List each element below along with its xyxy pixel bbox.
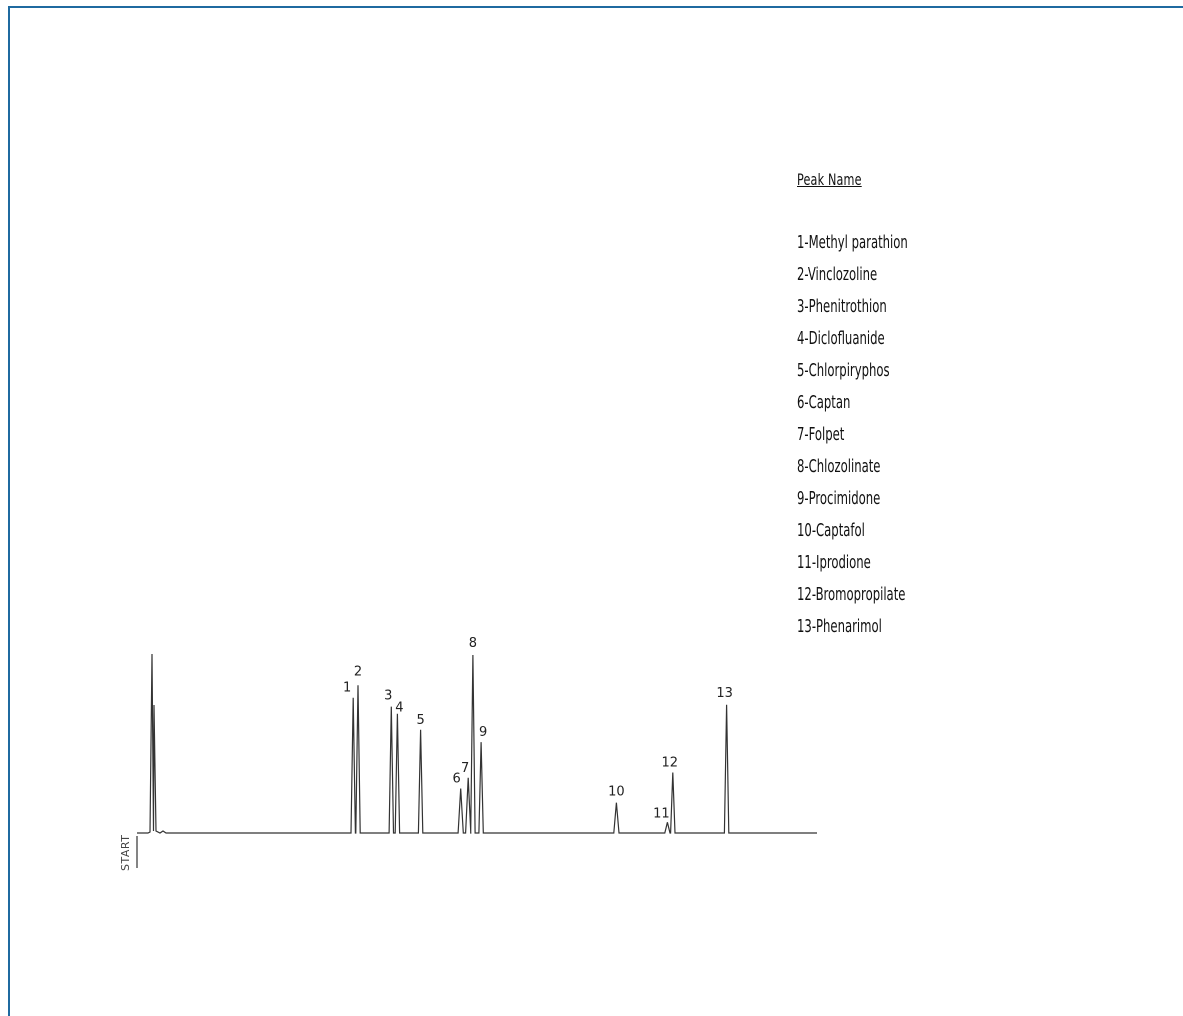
peak-label-12: 12 (662, 756, 679, 771)
legend-item: 10-Captafol (797, 521, 865, 541)
peak-label-4: 4 (395, 701, 403, 716)
peak-label-3: 3 (384, 689, 392, 704)
peak-label-2: 2 (354, 664, 362, 679)
legend-item: 12-Bromopropilate (797, 585, 906, 605)
legend-item: 2-Vinclozoline (797, 265, 878, 285)
legend-item: 6-Captan (797, 393, 851, 413)
legend-item: 1-Methyl parathion (797, 233, 908, 253)
peak-label-8: 8 (469, 636, 477, 651)
legend-item: 8-Chlozolinate (797, 457, 881, 477)
legend-item: 13-Phenarimol (797, 617, 882, 637)
start-label: START (119, 835, 132, 871)
legend-item: 4-Diclofluanide (797, 329, 885, 349)
legend-item: 3-Phenitrothion (797, 297, 887, 317)
legend-item: 11-Iprodione (797, 553, 871, 573)
figure-frame (8, 6, 1183, 1016)
legend-list: 1-Methyl parathion 2-Vinclozoline 3-Phen… (797, 227, 947, 643)
chromatogram-trace (137, 653, 817, 834)
peak-label-9: 9 (479, 725, 487, 740)
legend-item: 9-Procimidone (797, 489, 881, 509)
peak-label-6: 6 (453, 772, 461, 787)
legend-title: Peak Name (797, 170, 862, 189)
peak-label-1: 1 (343, 681, 351, 696)
peak-label-7: 7 (461, 761, 469, 776)
peak-label-11: 11 (653, 806, 670, 821)
peak-label-10: 10 (608, 785, 625, 800)
legend-item: 7-Folpet (797, 425, 845, 445)
peak-legend: Peak Name 1-Methyl parathion 2-Vinclozol… (797, 170, 947, 643)
legend-item: 5-Chlorpiryphos (797, 361, 890, 381)
peak-label-13: 13 (716, 686, 733, 701)
peak-label-5: 5 (416, 713, 424, 728)
